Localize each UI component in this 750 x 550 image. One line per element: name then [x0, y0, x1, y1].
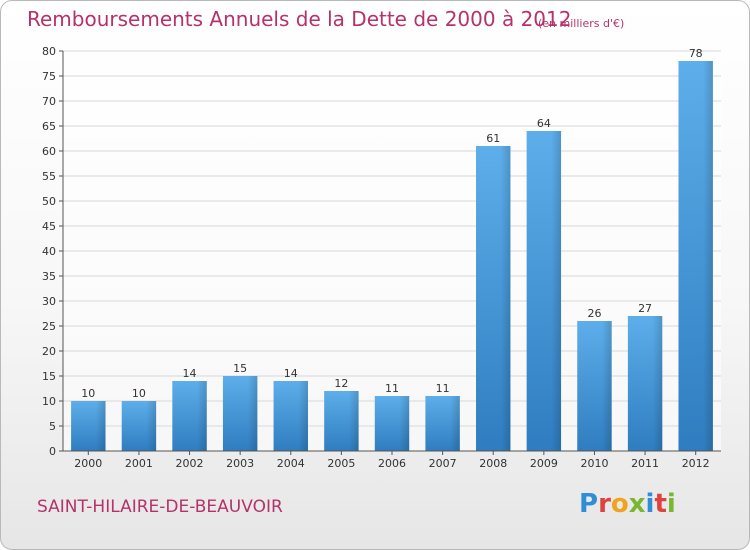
y-tick-label: 70	[42, 95, 56, 108]
bar-shade	[95, 401, 106, 451]
y-tick-label: 45	[42, 220, 56, 233]
y-tick-label: 0	[49, 445, 56, 458]
data-label: 78	[689, 47, 703, 60]
logo-letter: o	[610, 489, 629, 519]
bar-shade	[348, 391, 359, 451]
data-label: 61	[486, 132, 500, 145]
bar-shade	[652, 316, 663, 451]
logo-letter: P	[579, 489, 599, 519]
bar-shade	[551, 131, 562, 451]
proxiti-logo: Proxiti	[579, 489, 676, 519]
chart-title: Remboursements Annuels de la Dette de 20…	[27, 7, 572, 31]
data-label: 26	[587, 307, 601, 320]
bar-shade	[399, 396, 410, 451]
x-tick-label: 2008	[479, 457, 507, 470]
x-tick-label: 2000	[74, 457, 102, 470]
data-label: 15	[233, 362, 247, 375]
x-tick-label: 2012	[682, 457, 710, 470]
logo-letter: t	[654, 489, 667, 519]
data-label: 11	[385, 382, 399, 395]
bar-shade	[146, 401, 157, 451]
data-label: 14	[183, 367, 197, 380]
data-label: 11	[436, 382, 450, 395]
data-label: 10	[132, 387, 146, 400]
x-tick-label: 2007	[429, 457, 457, 470]
x-tick-label: 2011	[631, 457, 659, 470]
x-tick-label: 2004	[277, 457, 305, 470]
logo-letter: x	[628, 489, 646, 519]
y-tick-label: 15	[42, 370, 56, 383]
y-tick-label: 5	[49, 420, 56, 433]
city-name: SAINT-HILAIRE-DE-BEAUVOIR	[37, 497, 283, 517]
y-tick-label: 55	[42, 170, 56, 183]
x-tick-label: 2002	[176, 457, 204, 470]
logo-letter: i	[645, 489, 655, 519]
bar-shade	[450, 396, 460, 451]
data-label: 14	[284, 367, 298, 380]
x-tick-label: 2009	[530, 457, 558, 470]
x-tick-label: 2001	[125, 457, 153, 470]
x-tick-label: 2010	[580, 457, 608, 470]
y-tick-label: 35	[42, 270, 56, 283]
bar-shade	[197, 381, 207, 451]
bar-shade	[247, 376, 258, 451]
y-tick-label: 10	[42, 395, 56, 408]
y-tick-label: 65	[42, 120, 56, 133]
y-tick-label: 25	[42, 320, 56, 333]
bar-shade	[703, 61, 713, 451]
data-label: 10	[81, 387, 95, 400]
bar-shade	[500, 146, 511, 451]
y-tick-label: 80	[42, 45, 56, 58]
y-tick-label: 30	[42, 295, 56, 308]
data-label: 12	[334, 377, 348, 390]
bar-shade	[602, 321, 612, 451]
y-tick-label: 40	[42, 245, 56, 258]
chart-unit-label: (en milliers d'€)	[538, 17, 625, 30]
y-tick-label: 50	[42, 195, 56, 208]
data-label: 27	[638, 302, 652, 315]
data-label: 64	[537, 117, 551, 130]
x-tick-label: 2003	[226, 457, 254, 470]
x-tick-label: 2006	[378, 457, 406, 470]
x-tick-label: 2005	[327, 457, 355, 470]
bar-shade	[298, 381, 308, 451]
logo-letter: r	[598, 489, 611, 519]
logo-letter: i	[666, 489, 676, 519]
y-tick-label: 75	[42, 70, 56, 83]
y-tick-label: 20	[42, 345, 56, 358]
y-tick-label: 60	[42, 145, 56, 158]
